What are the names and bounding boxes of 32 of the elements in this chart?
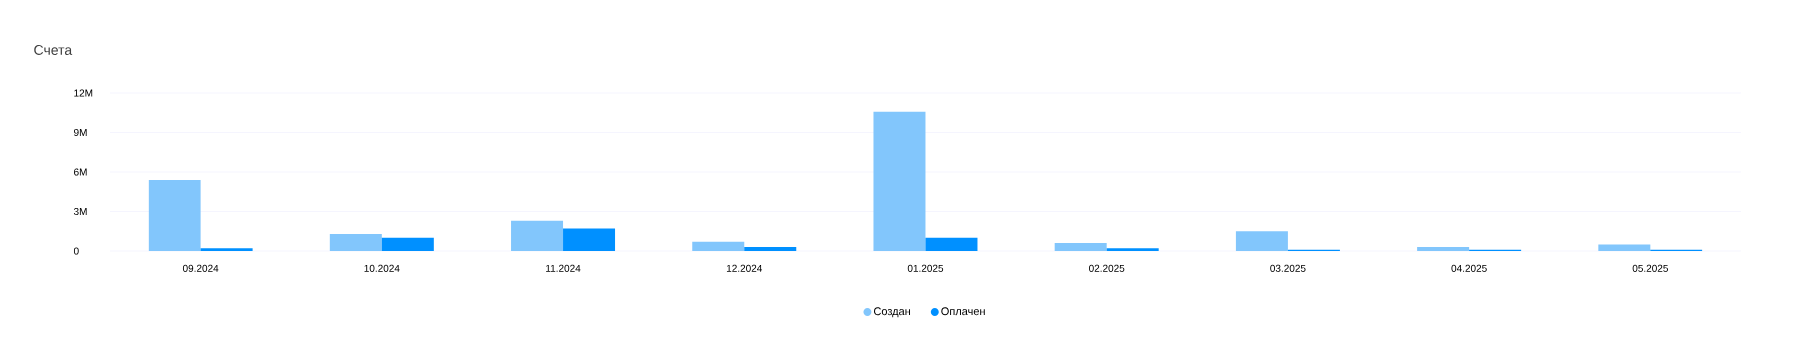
bar	[1417, 247, 1470, 251]
x-tick-label: 12.2024	[726, 264, 763, 272]
x-tick-label: 01.2025	[907, 264, 944, 272]
x-tick-label: 11.2024	[546, 264, 581, 272]
y-tick-label: 3M	[73, 207, 87, 216]
x-tick-label: 02.2025	[1089, 264, 1125, 272]
bar	[563, 228, 616, 251]
y-tick-label: 6M	[74, 168, 87, 176]
bar	[1106, 248, 1159, 251]
bar	[200, 248, 253, 251]
bar	[925, 237, 978, 251]
x-tick-label: 09.2024	[182, 264, 219, 272]
x-tick-label: 04.2025	[1451, 264, 1487, 272]
y-tick-label: 0	[73, 247, 79, 255]
legend-label: Оплачен	[941, 307, 985, 316]
bar	[329, 233, 382, 251]
bar	[1598, 244, 1651, 251]
bar	[744, 247, 797, 251]
legend-label: Создан	[874, 307, 911, 318]
x-tick-label: 03.2025	[1270, 264, 1306, 272]
y-tick-label: 12M	[74, 89, 93, 97]
bar	[692, 241, 745, 251]
bar	[1235, 231, 1288, 251]
bar	[1054, 243, 1107, 251]
y-tick-label: 9M	[74, 128, 87, 137]
bar	[511, 220, 564, 251]
bar	[381, 237, 434, 251]
x-tick-label: 10.2024	[364, 264, 400, 272]
bar	[873, 111, 926, 251]
x-tick-label: 05.2025	[1632, 264, 1668, 272]
bar	[148, 179, 201, 251]
chart-title: Счета	[34, 45, 73, 55]
